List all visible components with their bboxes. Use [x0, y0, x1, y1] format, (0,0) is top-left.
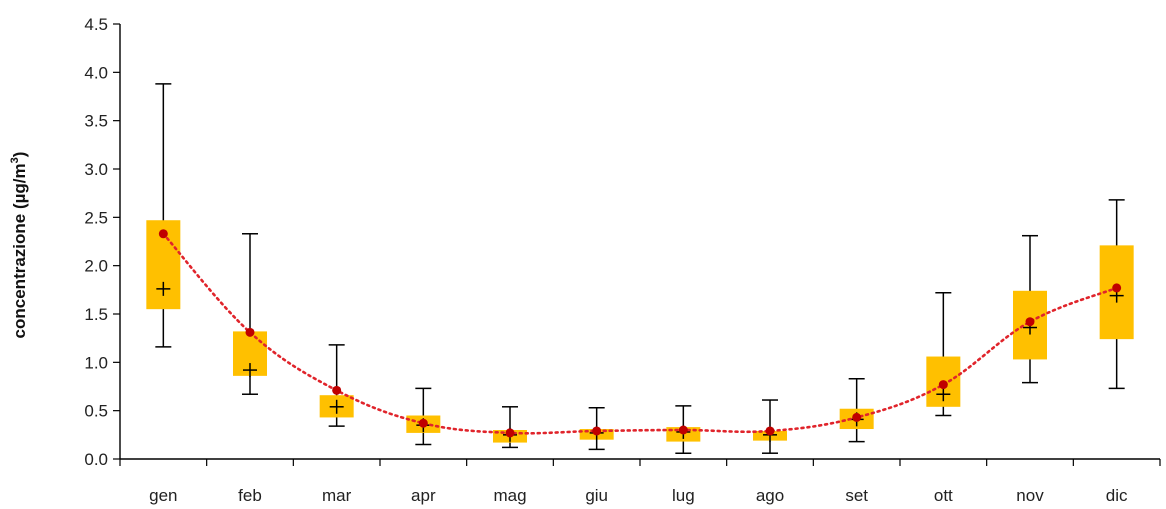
- x-tick-label: dic: [1106, 486, 1128, 505]
- x-tick-label: giu: [585, 486, 608, 505]
- mean-line-group: [162, 232, 1118, 435]
- mean-marker: [332, 385, 342, 395]
- mean-marker: [418, 418, 428, 428]
- mean-marker: [158, 229, 168, 239]
- markers: [158, 229, 1122, 438]
- box-group: [1013, 234, 1047, 384]
- box-group: [926, 291, 961, 417]
- y-axis-title-close: ): [10, 152, 29, 158]
- mean-line: [162, 232, 1118, 435]
- x-tick-label: ago: [756, 486, 784, 505]
- box-group: [1099, 199, 1134, 390]
- y-tick-label: 1.5: [84, 305, 108, 324]
- box-group: [406, 387, 441, 446]
- box-group: [839, 378, 874, 443]
- mean-marker: [1112, 283, 1122, 293]
- x-tick-label: ott: [934, 486, 953, 505]
- y-axis-title-text: concentrazione (µg/m: [10, 163, 29, 338]
- boxes: [146, 83, 1134, 454]
- mean-marker: [678, 425, 688, 435]
- mean-marker: [938, 380, 948, 390]
- y-ticks: 0.0 0.5 1.0 1.5 2.0 2.5 3.0 3.5 4.0 4.5: [84, 15, 120, 469]
- mean-marker: [1025, 317, 1035, 327]
- y-axis-title-group: concentrazione (µg/m3): [9, 152, 29, 339]
- mean-marker: [852, 412, 862, 422]
- x-ticks: gen feb mar apr mag giu lug ago set ott nov dic: [119, 459, 1161, 505]
- x-tick-label: mar: [322, 486, 352, 505]
- y-tick-label: 4.5: [84, 15, 108, 34]
- x-tick-label: lug: [672, 486, 695, 505]
- box-group: [493, 406, 527, 449]
- axes: [119, 24, 1160, 460]
- y-tick-label: 4.0: [84, 63, 108, 82]
- x-tick-label: feb: [238, 486, 262, 505]
- box-group: [146, 83, 181, 348]
- mean-marker: [505, 428, 515, 438]
- mean-marker: [245, 327, 255, 337]
- box-group: [233, 233, 267, 395]
- x-tick-label: apr: [411, 486, 436, 505]
- y-tick-label: 0.5: [84, 402, 108, 421]
- y-tick-label: 3.5: [84, 112, 108, 131]
- y-tick-label: 2.5: [84, 208, 108, 227]
- y-axis-title-superscript: 3: [9, 157, 21, 163]
- y-tick-label: 1.0: [84, 353, 108, 372]
- y-tick-label: 0.0: [84, 450, 108, 469]
- x-tick-label: set: [845, 486, 868, 505]
- y-axis-title: concentrazione (µg/m3): [9, 152, 29, 339]
- box-group: [319, 344, 354, 427]
- x-tick-label: gen: [149, 486, 177, 505]
- mean-marker: [592, 426, 602, 436]
- x-tick-label: nov: [1016, 486, 1044, 505]
- x-tick-label: mag: [493, 486, 526, 505]
- y-tick-label: 3.0: [84, 160, 108, 179]
- mean-marker: [765, 426, 775, 436]
- y-tick-label: 2.0: [84, 257, 108, 276]
